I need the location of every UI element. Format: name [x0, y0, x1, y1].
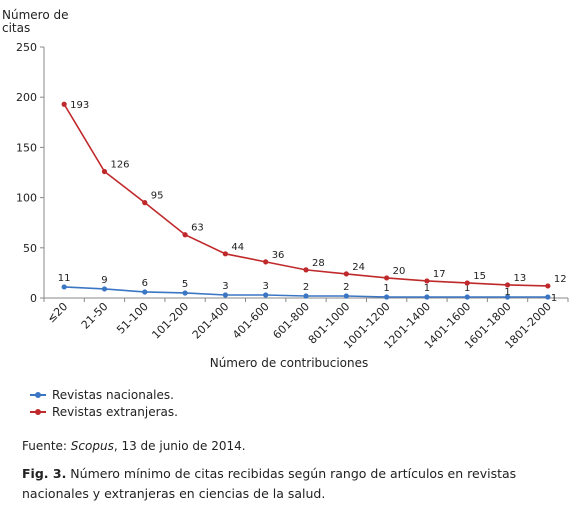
data-label: 1	[464, 283, 470, 294]
legend-marker	[35, 409, 41, 415]
data-label: 15	[473, 271, 486, 282]
data-label: 5	[182, 279, 188, 290]
data-point	[142, 200, 148, 206]
data-label: 20	[393, 266, 406, 277]
data-label: 1	[383, 283, 389, 294]
y-tick-label: 50	[23, 242, 37, 255]
data-label: 13	[514, 273, 527, 284]
data-point	[263, 292, 269, 298]
data-point	[545, 283, 551, 289]
source-note: Fuente: Scopus, 13 de junio de 2014.	[22, 439, 246, 453]
data-label: 126	[110, 159, 129, 170]
data-point	[61, 284, 67, 290]
y-axis-title-line: citas	[2, 21, 30, 35]
x-axis-title: Número de contribuciones	[210, 356, 369, 370]
data-label: 44	[231, 242, 244, 253]
legend-label: Revistas extranjeras.	[52, 405, 178, 419]
x-tick-label: 201-400	[190, 300, 232, 342]
data-point	[222, 251, 228, 257]
data-label: 95	[151, 191, 164, 202]
data-point	[384, 275, 390, 281]
x-axis: ≤20 21-50 51-100101-200201-400401-600601-8…	[43, 297, 569, 352]
x-tick-label: 101-200	[150, 300, 192, 342]
data-label: 2	[303, 282, 309, 293]
caption-text: Número mínimo de citas recibidas según r…	[22, 466, 517, 501]
legend-swatch-blue	[30, 390, 46, 400]
data-label: 1	[551, 293, 557, 304]
data-label: 17	[433, 269, 446, 280]
data-point	[142, 289, 148, 295]
legend-label: Revistas nacionales.	[52, 388, 174, 402]
data-label: 1	[424, 283, 430, 294]
x-tick-label: 601-800	[270, 300, 312, 342]
y-axis-title-line: Número de	[2, 8, 68, 22]
caption-label: Fig. 3.	[22, 466, 67, 481]
legend-swatch-red	[30, 407, 46, 417]
y-tick-label: 100	[16, 192, 37, 205]
data-label: 3	[222, 281, 228, 292]
data-point	[263, 259, 269, 265]
data-label: 3	[263, 281, 269, 292]
data-point	[343, 293, 349, 299]
data-point	[504, 282, 511, 288]
data-point	[343, 271, 349, 277]
data-label: 1	[504, 287, 510, 298]
series-line	[63, 103, 548, 287]
data-point	[384, 294, 390, 300]
data-label: 24	[352, 262, 365, 273]
data-label: 193	[70, 100, 89, 111]
data-point	[424, 278, 430, 284]
legend-item-nacionales: Revistas nacionales.	[30, 388, 174, 402]
data-point	[303, 293, 309, 299]
data-label: 6	[142, 278, 148, 289]
x-tick-label: 51-100	[114, 300, 151, 337]
data-label: 28	[312, 258, 325, 269]
data-point	[222, 292, 228, 298]
data-label: 63	[191, 223, 204, 234]
source-prefix: Fuente:	[22, 439, 71, 453]
x-tick-label: 401-600	[230, 300, 272, 342]
legend-item-extranjeras: Revistas extranjeras.	[30, 405, 178, 419]
legend-marker	[35, 392, 41, 398]
data-label: 11	[58, 273, 71, 284]
data-point	[545, 294, 551, 300]
data-point	[464, 280, 470, 286]
y-tick-label: 150	[16, 141, 37, 154]
y-tick-label: 250	[16, 41, 37, 54]
data-point	[504, 294, 511, 300]
data-point	[61, 101, 67, 107]
y-tick-label: 200	[16, 91, 37, 104]
x-tick-label: 21-50	[79, 300, 111, 332]
source-suffix: , 13 de junio de 2014.	[113, 439, 246, 453]
data-point	[303, 267, 309, 273]
data-point	[182, 232, 188, 238]
data-label: 36	[272, 250, 285, 261]
data-point	[464, 294, 470, 300]
y-axis: 0 50 100 150 200 250	[16, 41, 45, 305]
data-label: 9	[101, 275, 107, 286]
x-tick-label: ≤20	[45, 300, 71, 326]
data-point	[101, 168, 108, 175]
data-point	[424, 294, 430, 300]
data-label: 12	[554, 274, 567, 285]
data-point	[101, 286, 108, 292]
source-italic: Scopus	[70, 439, 114, 453]
y-tick-label: 0	[30, 292, 37, 305]
figure-caption: Fig. 3. Número mínimo de citas recibidas…	[22, 464, 562, 504]
data-label: 2	[343, 282, 349, 293]
data-point	[182, 290, 188, 296]
